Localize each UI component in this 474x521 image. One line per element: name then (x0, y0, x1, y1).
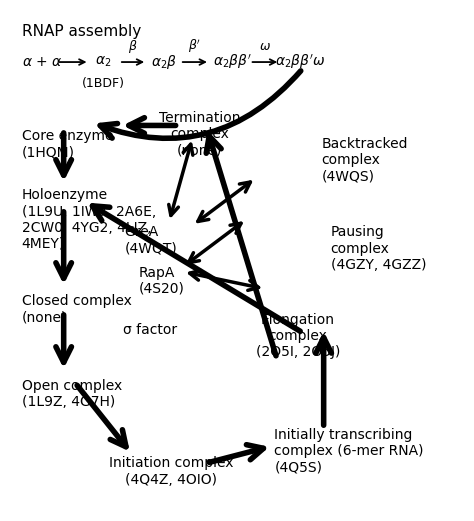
Text: $\alpha$ + $\alpha$: $\alpha$ + $\alpha$ (21, 55, 62, 69)
Text: GreA
(4WQT): GreA (4WQT) (125, 226, 177, 256)
Text: $\beta$: $\beta$ (128, 38, 138, 55)
Text: Holoenzyme
(1L9U, 1IW7, 2A6E,
2CW0, 4YG2, 4LJZ,
4MEY): Holoenzyme (1L9U, 1IW7, 2A6E, 2CW0, 4YG2… (21, 188, 156, 251)
Text: Elongation
complex
(2O5I, 2O5J): Elongation complex (2O5I, 2O5J) (255, 313, 340, 359)
Text: $\alpha_2\beta\beta'$: $\alpha_2\beta\beta'$ (213, 53, 252, 71)
Text: (1BDF): (1BDF) (82, 77, 125, 90)
Text: σ factor: σ factor (123, 324, 177, 338)
Text: Initiation complex
(4Q4Z, 4OIO): Initiation complex (4Q4Z, 4OIO) (109, 456, 234, 487)
Text: $\alpha_2\beta$: $\alpha_2\beta$ (151, 53, 177, 71)
Text: Termination
complex
(none): Termination complex (none) (159, 111, 240, 157)
Text: $\omega$: $\omega$ (259, 40, 271, 53)
Text: RNAP assembly: RNAP assembly (21, 23, 141, 39)
Text: $\alpha_2\beta\beta'\omega$: $\alpha_2\beta\beta'\omega$ (275, 53, 326, 71)
Text: $\beta'$: $\beta'$ (188, 38, 201, 55)
Text: Open complex
(1L9Z, 4G7H): Open complex (1L9Z, 4G7H) (21, 379, 122, 410)
Text: Backtracked
complex
(4WQS): Backtracked complex (4WQS) (321, 137, 408, 183)
Text: Closed complex
(none): Closed complex (none) (21, 294, 131, 324)
Text: Pausing
complex
(4GZY, 4GZZ): Pausing complex (4GZY, 4GZZ) (331, 226, 426, 272)
Text: $\alpha_2$: $\alpha_2$ (95, 55, 112, 69)
Text: RapA
(4S20): RapA (4S20) (138, 266, 184, 296)
Text: Core enzyme
(1HQM): Core enzyme (1HQM) (21, 129, 113, 159)
Text: Initially transcribing
complex (6-mer RNA)
(4Q5S): Initially transcribing complex (6-mer RN… (274, 428, 424, 475)
